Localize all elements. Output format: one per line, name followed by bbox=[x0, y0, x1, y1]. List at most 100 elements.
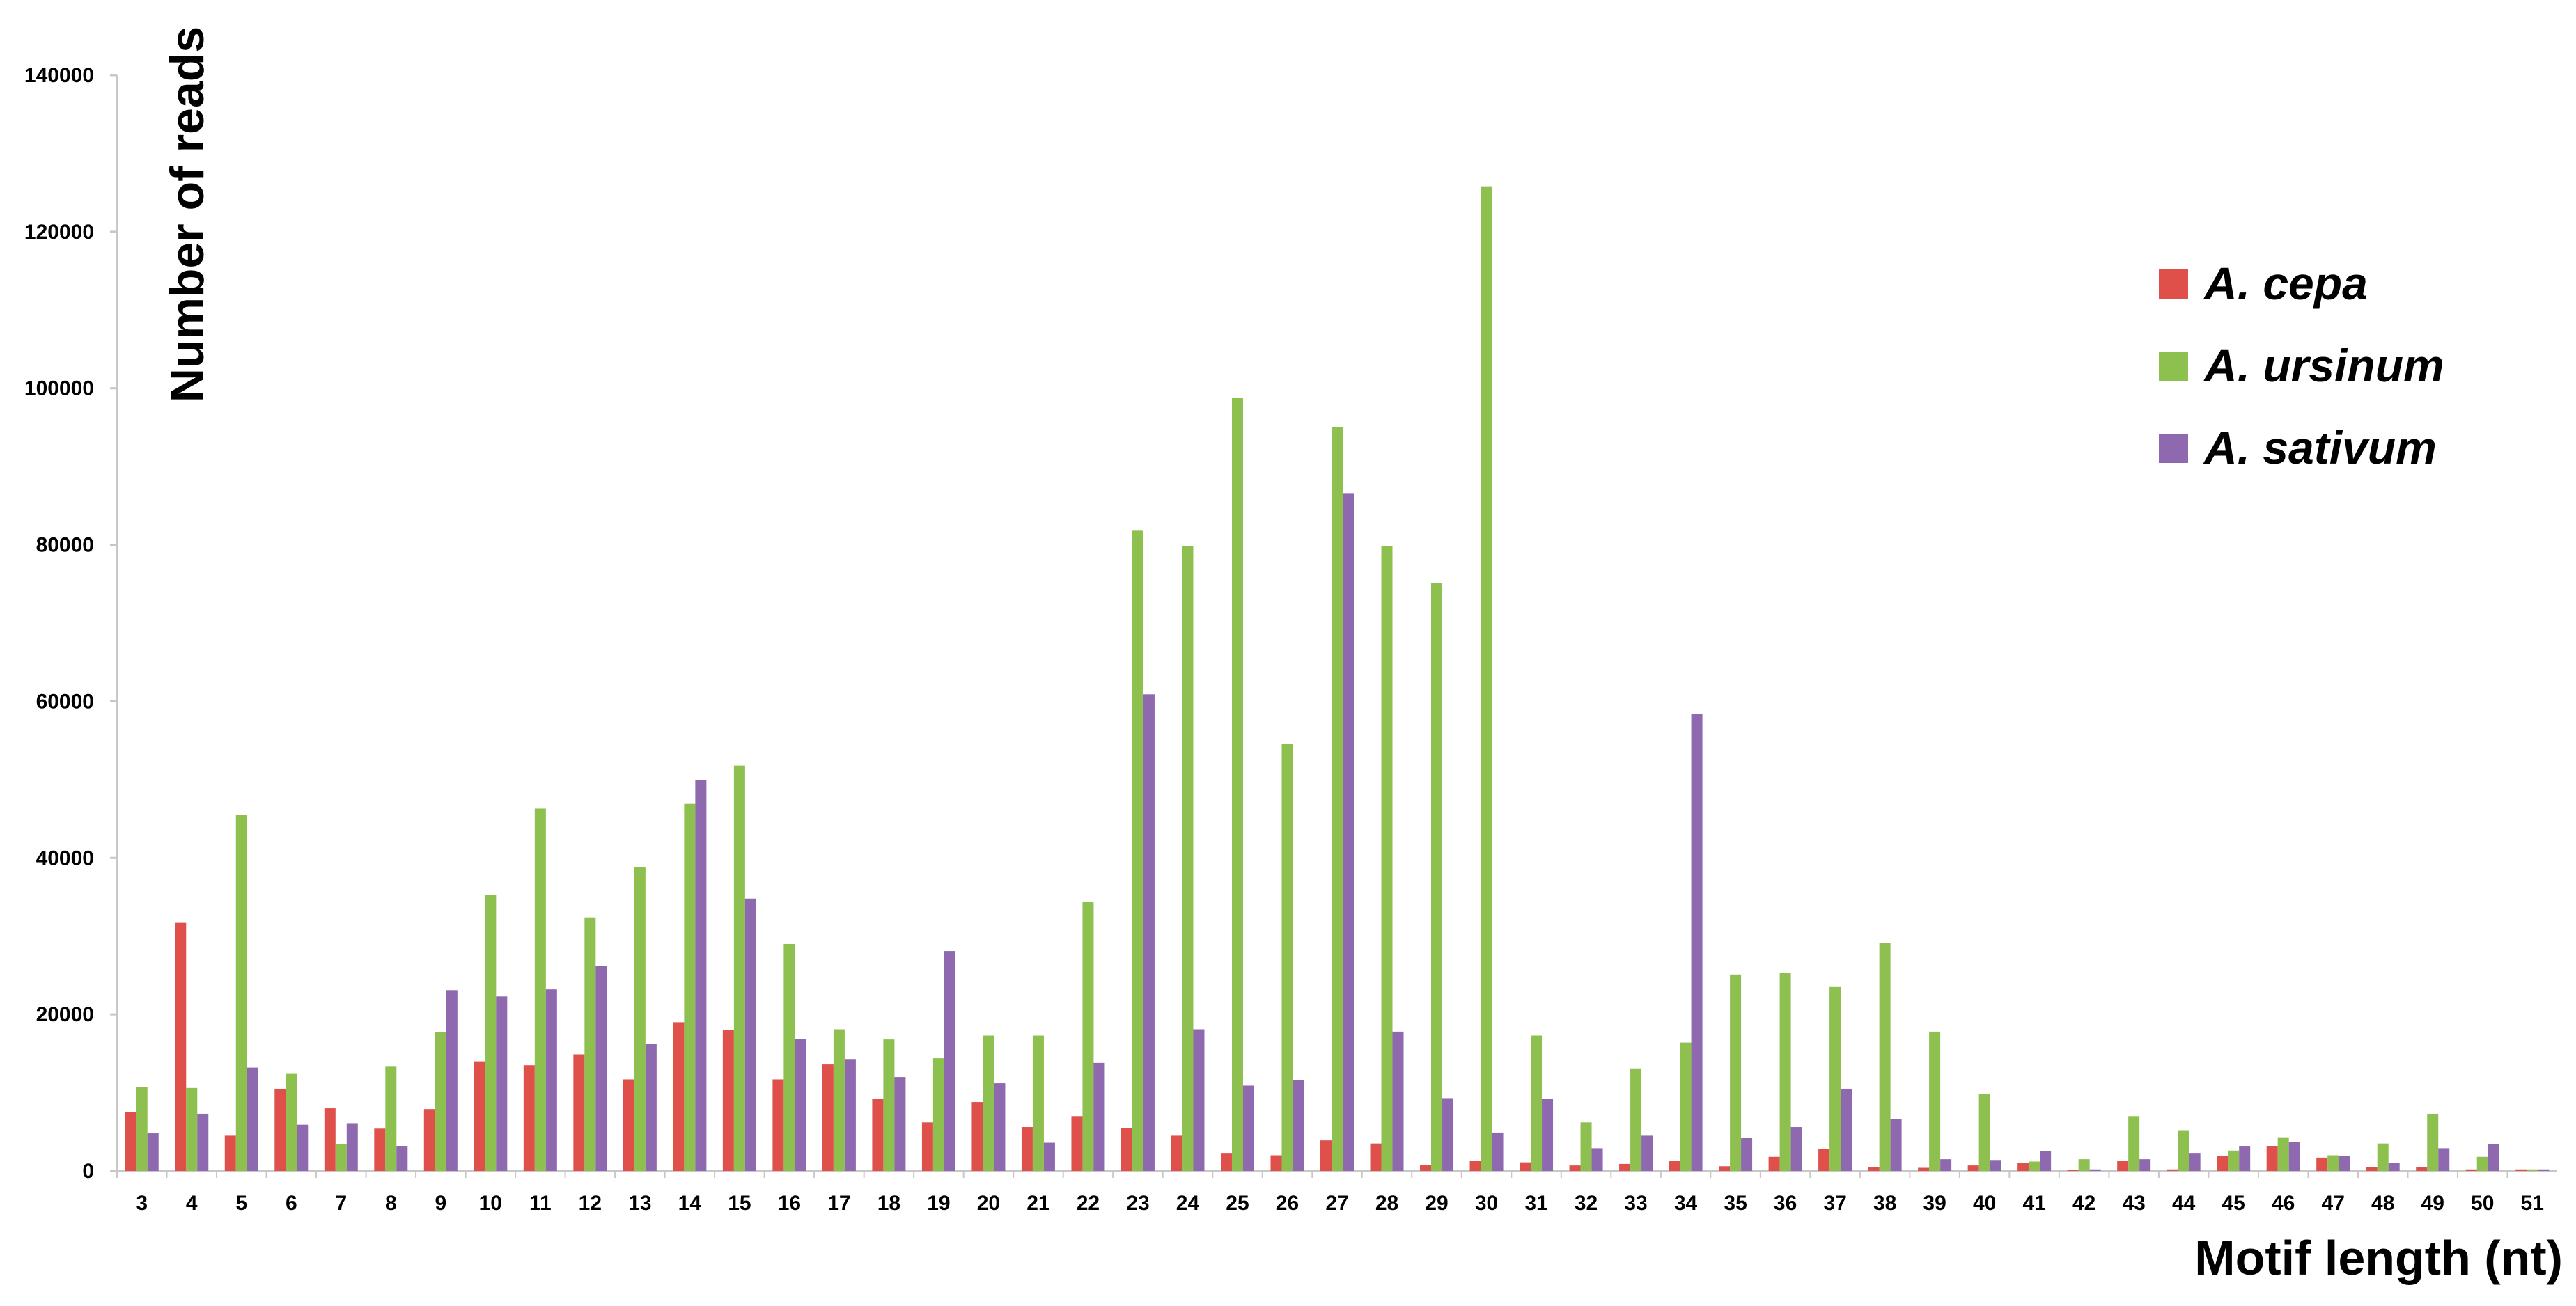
bar bbox=[1021, 1127, 1033, 1171]
bar bbox=[1967, 1165, 1979, 1171]
bar bbox=[2515, 1169, 2527, 1171]
legend-swatch bbox=[2159, 352, 2188, 381]
y-tick-label: 20000 bbox=[36, 1003, 94, 1026]
bar bbox=[921, 1122, 933, 1171]
x-tick-label: 3 bbox=[136, 1192, 148, 1215]
bar bbox=[1071, 1116, 1083, 1171]
x-tick-label: 4 bbox=[186, 1192, 198, 1215]
bar bbox=[1619, 1163, 1631, 1171]
x-tick-label: 35 bbox=[1724, 1192, 1747, 1215]
bar bbox=[235, 815, 247, 1171]
x-tick-label: 39 bbox=[1923, 1192, 1946, 1215]
bar bbox=[1868, 1167, 1880, 1171]
bar bbox=[2117, 1161, 2129, 1171]
x-tick-label: 44 bbox=[2172, 1192, 2196, 1215]
bar bbox=[584, 917, 596, 1171]
bar bbox=[2416, 1167, 2428, 1171]
bar bbox=[1431, 583, 1443, 1171]
x-tick-label: 12 bbox=[579, 1192, 602, 1215]
bar bbox=[673, 1022, 685, 1171]
bar bbox=[2067, 1170, 2079, 1171]
bar bbox=[545, 989, 557, 1171]
x-tick-label: 31 bbox=[1524, 1192, 1547, 1215]
x-tick-label: 51 bbox=[2521, 1192, 2544, 1215]
bar bbox=[1680, 1042, 1692, 1171]
bar bbox=[971, 1102, 983, 1171]
bar bbox=[983, 1035, 994, 1171]
bar bbox=[1741, 1138, 1753, 1171]
x-tick-label: 38 bbox=[1873, 1192, 1896, 1215]
bar bbox=[573, 1054, 585, 1171]
bar bbox=[1520, 1162, 1531, 1171]
bar bbox=[2239, 1146, 2251, 1171]
bar bbox=[822, 1064, 834, 1171]
bar bbox=[932, 1058, 944, 1171]
bar bbox=[1730, 974, 1742, 1171]
y-tick-label: 40000 bbox=[36, 847, 94, 870]
x-tick-label: 26 bbox=[1276, 1192, 1299, 1215]
x-tick-label: 41 bbox=[2022, 1192, 2045, 1215]
y-tick-label: 0 bbox=[82, 1160, 94, 1183]
x-tick-label: 49 bbox=[2421, 1192, 2444, 1215]
bar bbox=[1669, 1161, 1680, 1171]
bar bbox=[1332, 427, 1343, 1171]
bar bbox=[396, 1146, 408, 1171]
bar bbox=[1381, 546, 1393, 1171]
bar bbox=[1691, 714, 1703, 1171]
bar bbox=[2339, 1156, 2350, 1171]
bar bbox=[175, 922, 187, 1171]
bar bbox=[2427, 1113, 2439, 1171]
bar bbox=[1929, 1031, 1941, 1171]
bar bbox=[772, 1079, 784, 1171]
bar bbox=[2040, 1151, 2052, 1171]
bar bbox=[274, 1088, 286, 1171]
bar bbox=[844, 1059, 856, 1171]
bar bbox=[435, 1032, 446, 1171]
bar bbox=[534, 808, 546, 1171]
bar bbox=[2017, 1163, 2029, 1171]
x-tick-label: 25 bbox=[1226, 1192, 1249, 1215]
bar bbox=[1242, 1085, 1254, 1171]
bar bbox=[2139, 1159, 2151, 1171]
bar bbox=[872, 1099, 884, 1171]
bar bbox=[1569, 1165, 1581, 1171]
y-axis-title: Number of reads bbox=[161, 26, 214, 402]
bar bbox=[2089, 1169, 2101, 1171]
bar bbox=[795, 1038, 806, 1171]
bar bbox=[1719, 1166, 1731, 1171]
bar bbox=[1392, 1031, 1404, 1171]
bar bbox=[1879, 943, 1891, 1171]
x-tick-label: 24 bbox=[1176, 1192, 1200, 1215]
bar bbox=[1818, 1149, 1830, 1171]
bar bbox=[2128, 1116, 2140, 1171]
x-axis: 3 4 5 6 7 8 9 10 11 12 13 14 15 16 17 18 19 20 21 22 23 24 25 2… bbox=[116, 1170, 2557, 1215]
bar bbox=[125, 1112, 136, 1171]
bar bbox=[2527, 1169, 2538, 1171]
bar bbox=[1779, 973, 1791, 1171]
bar bbox=[944, 951, 955, 1171]
x-tick-label: 46 bbox=[2272, 1192, 2295, 1215]
bar bbox=[2228, 1150, 2240, 1171]
bar bbox=[324, 1108, 336, 1171]
bar bbox=[2327, 1155, 2339, 1171]
legend-label: A. cepa bbox=[2203, 258, 2368, 309]
bar bbox=[1270, 1155, 1282, 1171]
y-axis: 0 20000 40000 60000 80000 100000 120000 140000 bbox=[24, 64, 118, 1183]
legend-label: A. sativum bbox=[2203, 422, 2437, 473]
bar bbox=[247, 1067, 258, 1171]
bar bbox=[523, 1065, 535, 1171]
bar bbox=[1580, 1122, 1592, 1171]
bar bbox=[2377, 1143, 2389, 1171]
bar bbox=[1890, 1119, 1902, 1171]
x-tick-label: 6 bbox=[286, 1192, 297, 1215]
bar bbox=[496, 996, 508, 1171]
bar bbox=[1293, 1080, 1304, 1171]
bar bbox=[733, 765, 745, 1171]
bar bbox=[1442, 1098, 1454, 1171]
bar bbox=[297, 1124, 309, 1171]
bar bbox=[335, 1144, 347, 1171]
x-tick-label: 22 bbox=[1077, 1192, 1100, 1215]
bar bbox=[2465, 1169, 2477, 1171]
bar bbox=[197, 1113, 209, 1171]
bar bbox=[1343, 493, 1354, 1171]
